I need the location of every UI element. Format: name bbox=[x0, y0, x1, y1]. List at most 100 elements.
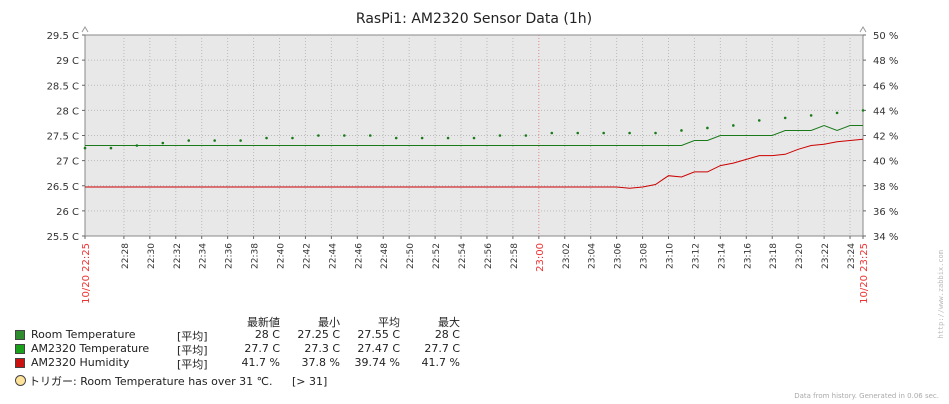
y-tick-label-right: 48 % bbox=[873, 56, 898, 67]
legend-max-value: 41.7 % bbox=[421, 356, 460, 369]
x-tick-label: 22:54 bbox=[458, 243, 468, 269]
data-point bbox=[732, 124, 735, 127]
data-point bbox=[343, 134, 346, 137]
x-tick-label: 22:28 bbox=[121, 243, 131, 269]
data-point bbox=[757, 119, 761, 122]
x-tick-label: 23:04 bbox=[588, 243, 598, 269]
y-tick-label-left: 28.5 C bbox=[47, 81, 79, 92]
data-point bbox=[317, 134, 320, 137]
data-point bbox=[783, 116, 787, 120]
x-tick-label: 22:30 bbox=[147, 243, 157, 269]
data-point bbox=[291, 136, 294, 140]
zabbix-watermark: http://www.zabbix.com bbox=[937, 250, 945, 339]
x-tick-label: 22:58 bbox=[510, 243, 520, 269]
legend-avg-value: 27.55 C bbox=[357, 328, 400, 341]
x-tick-label: 22:52 bbox=[432, 243, 442, 269]
x-tick-label: 22:56 bbox=[484, 243, 494, 269]
data-point bbox=[187, 139, 191, 142]
series-layer bbox=[83, 109, 865, 189]
legend-series-name: AM2320 Temperature bbox=[31, 342, 150, 355]
axes: 25.5 C 26 C 26.5 C 27 C 27.5 C 28 C 28.5 C 29 C… bbox=[47, 26, 898, 304]
x-tick-label: 22:48 bbox=[380, 243, 390, 269]
data-point bbox=[809, 114, 813, 117]
data-point bbox=[109, 146, 113, 150]
x-tick-label: 23:14 bbox=[717, 243, 727, 269]
grid bbox=[85, 35, 863, 236]
y-tick-label-left: 26.5 C bbox=[47, 182, 79, 193]
data-point bbox=[265, 136, 268, 140]
x-tick-label: 23:18 bbox=[769, 243, 779, 269]
legend-last-value: 41.7 % bbox=[241, 356, 280, 369]
data-point bbox=[576, 131, 580, 135]
y-tick-label-right: 34 % bbox=[873, 232, 898, 243]
y-tick-label-left: 26 C bbox=[56, 207, 79, 218]
chart: RasPi1: AM2320 Sensor Data (1h) 25.5 C 26… bbox=[47, 11, 899, 304]
legend-last-value: 28 C bbox=[254, 328, 280, 341]
trigger-indicator-icon bbox=[15, 375, 26, 386]
legend-last-value: 27.7 C bbox=[244, 342, 280, 355]
data-point bbox=[680, 129, 683, 132]
x-tick-label: 22:46 bbox=[354, 243, 364, 269]
y-tick-label-right: 50 % bbox=[873, 31, 898, 42]
x-tick-label: 23:10 bbox=[666, 243, 676, 269]
legend-min-value: 27.3 C bbox=[304, 342, 340, 355]
footer-text: Data from history. Generated in 0.06 sec… bbox=[794, 392, 939, 400]
x-tick-label: 23:12 bbox=[691, 243, 701, 269]
data-point bbox=[472, 136, 476, 140]
legend-swatch bbox=[15, 330, 25, 340]
header-min: 最小 bbox=[318, 316, 340, 329]
y-tick-label-right: 46 % bbox=[873, 81, 898, 92]
data-point bbox=[394, 136, 398, 140]
data-point bbox=[706, 126, 709, 130]
legend-avg-value: 39.74 % bbox=[354, 356, 400, 369]
y-tick-label-left: 27.5 C bbox=[47, 132, 79, 143]
y-tick-label-right: 38 % bbox=[873, 182, 898, 193]
data-point bbox=[213, 139, 216, 142]
y-tick-label-left: 29.5 C bbox=[47, 31, 79, 42]
legend-series-name: AM2320 Humidity bbox=[31, 356, 130, 369]
data-point bbox=[498, 134, 502, 137]
legend-function: [平均] bbox=[177, 358, 208, 371]
data-point bbox=[654, 131, 657, 135]
data-point bbox=[628, 131, 631, 135]
data-point bbox=[861, 109, 865, 112]
x-tick-label: 23:22 bbox=[821, 243, 831, 269]
data-point bbox=[239, 139, 242, 142]
y-tick-label-right: 36 % bbox=[873, 207, 898, 218]
x-tick-label: 22:42 bbox=[302, 243, 312, 269]
x-tick-label: 10/20 22:25 bbox=[81, 243, 92, 304]
data-point bbox=[524, 134, 528, 137]
x-tick-label: 23:02 bbox=[562, 243, 572, 269]
y-tick-label-right: 40 % bbox=[873, 157, 898, 168]
y-axis-arrow-left bbox=[81, 26, 89, 33]
header-last: 最新値 bbox=[247, 316, 280, 329]
x-tick-label: 23:08 bbox=[640, 243, 650, 269]
y-axis-arrow-right bbox=[859, 26, 867, 33]
y-tick-label-left: 27 C bbox=[56, 157, 79, 168]
x-tick-label: 22:38 bbox=[251, 243, 261, 269]
legend-max-value: 28 C bbox=[434, 328, 460, 341]
y-tick-label-right: 42 % bbox=[873, 132, 898, 143]
legend-function: [平均] bbox=[177, 344, 208, 357]
legend-min-value: 27.25 C bbox=[297, 328, 340, 341]
data-point bbox=[83, 146, 87, 150]
x-tick-label: 23:24 bbox=[847, 243, 857, 269]
x-tick-label: 10/20 23:25 bbox=[859, 243, 870, 304]
header-max: 最大 bbox=[438, 316, 460, 329]
data-point bbox=[368, 134, 372, 137]
x-tick-label: 23:00 bbox=[535, 243, 546, 272]
legend-avg-value: 27.47 C bbox=[357, 342, 400, 355]
header-avg: 平均 bbox=[378, 316, 400, 329]
data-point bbox=[602, 131, 605, 135]
y-tick-label-left: 29 C bbox=[56, 56, 79, 67]
trigger-text: トリガー: Room Temperature has over 31 ℃. bbox=[29, 375, 273, 388]
legend-swatch bbox=[15, 358, 25, 368]
x-tick-label: 22:34 bbox=[199, 243, 209, 269]
x-tick-label: 23:16 bbox=[743, 243, 753, 269]
legend-max-value: 27.7 C bbox=[424, 342, 460, 355]
data-point bbox=[835, 111, 839, 115]
x-tick-label: 22:44 bbox=[328, 243, 338, 269]
y-tick-label-left: 25.5 C bbox=[47, 232, 79, 243]
x-tick-label: 22:36 bbox=[225, 243, 235, 269]
x-tick-label: 23:06 bbox=[614, 243, 624, 269]
